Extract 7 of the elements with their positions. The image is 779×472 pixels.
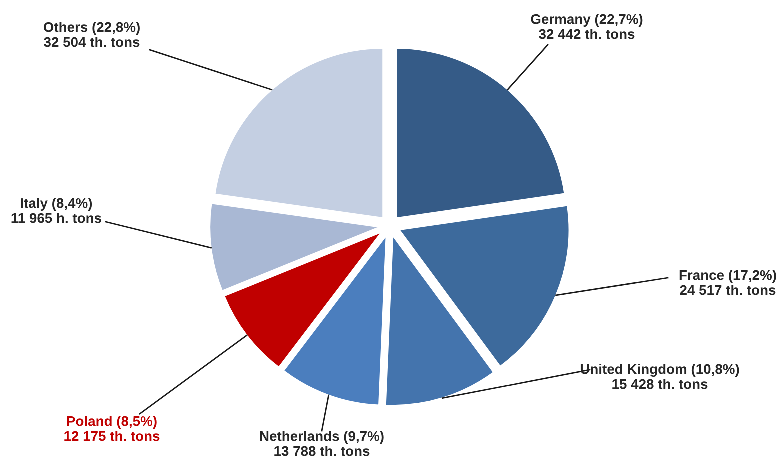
slice-label: Others (22,8%) 32 504 th. tons: [44, 22, 140, 48]
slice-label: Germany (22,7%) 32 442 th. tons: [531, 14, 643, 40]
slice-label: United Kingdom (10,8%) 15 428 th. tons: [580, 364, 740, 390]
slice-label: Netherlands (9,7%) 13 788 th. tons: [260, 431, 384, 456]
slice-label: Poland (8,5%) 12 175 th. tons: [64, 416, 160, 442]
slice-label: France (17,2%) 24 517 th. tons: [680, 270, 776, 296]
slice-label: Italy (8,4%) 11 965 h. tons: [12, 198, 102, 224]
